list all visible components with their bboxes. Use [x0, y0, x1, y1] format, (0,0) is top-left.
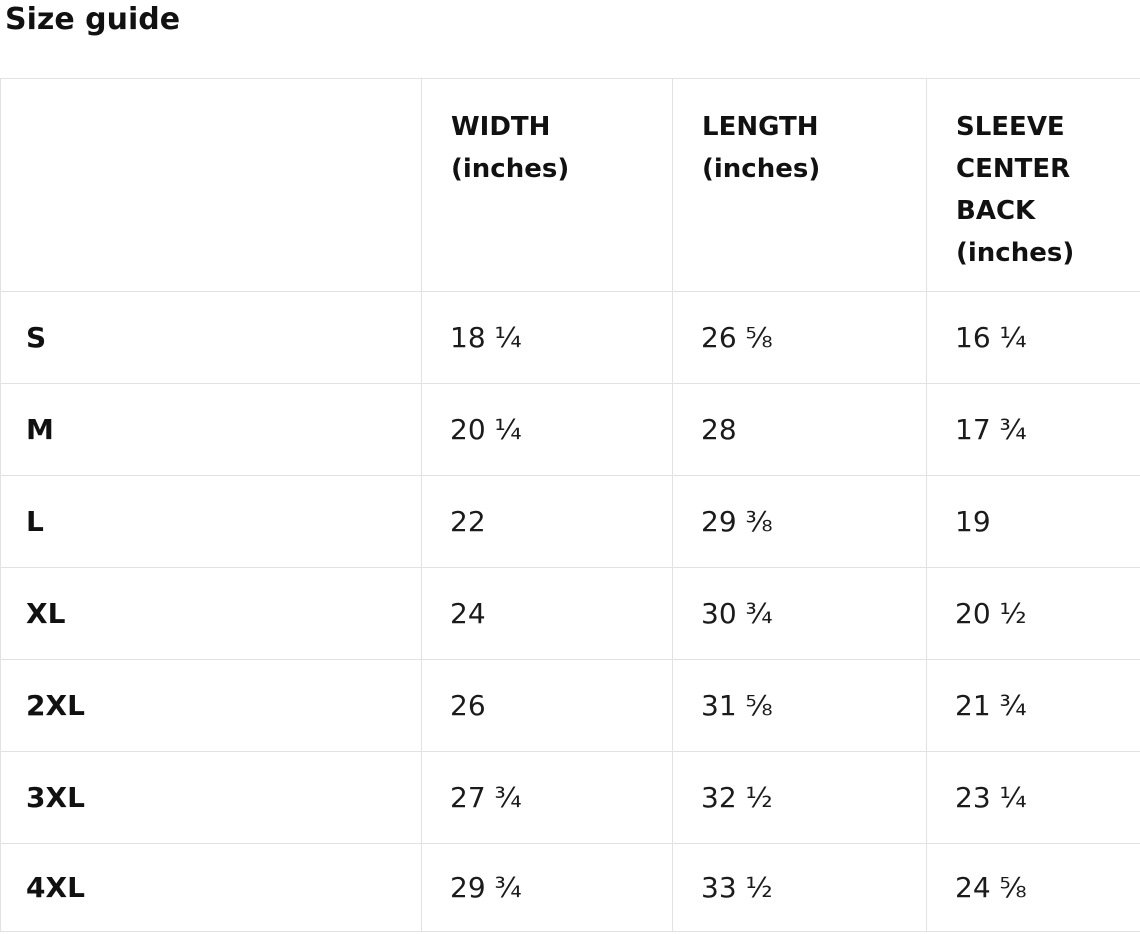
page-title: Size guide [5, 2, 181, 37]
table-row-4xl: 4XL 29 ¾ 33 ½ 24 ⅝ [0, 843, 1140, 932]
table-row-2xl: 2XL 26 31 ⅝ 21 ¾ [0, 659, 1140, 752]
length-value: 33 ½ [672, 843, 927, 932]
sleeve-value: 23 ¼ [926, 751, 1140, 844]
sleeve-value: 21 ¾ [926, 659, 1140, 752]
sleeve-value: 24 ⅝ [926, 843, 1140, 932]
width-value: 26 [421, 659, 673, 752]
table-row-l: L 22 29 ⅜ 19 [0, 475, 1140, 568]
header-row: WIDTH (inches) LENGTH (inches) SLEEVE CE… [0, 78, 1140, 292]
sleeve-value: 16 ¼ [926, 291, 1140, 384]
width-value: 22 [421, 475, 673, 568]
length-value: 30 ¾ [672, 567, 927, 660]
size-guide-table: WIDTH (inches) LENGTH (inches) SLEEVE CE… [0, 78, 1140, 932]
header-width: WIDTH (inches) [421, 78, 673, 292]
size-label: 2XL [0, 659, 422, 752]
sleeve-value: 20 ½ [926, 567, 1140, 660]
table-row-3xl: 3XL 27 ¾ 32 ½ 23 ¼ [0, 751, 1140, 844]
size-label: 3XL [0, 751, 422, 844]
size-label: M [0, 383, 422, 476]
width-value: 29 ¾ [421, 843, 673, 932]
header-corner-cell [0, 78, 422, 292]
size-label: S [0, 291, 422, 384]
length-value: 29 ⅜ [672, 475, 927, 568]
width-value: 24 [421, 567, 673, 660]
width-value: 18 ¼ [421, 291, 673, 384]
size-label: 4XL [0, 843, 422, 932]
width-value: 20 ¼ [421, 383, 673, 476]
size-label: L [0, 475, 422, 568]
header-length: LENGTH (inches) [672, 78, 927, 292]
length-value: 26 ⅝ [672, 291, 927, 384]
length-value: 28 [672, 383, 927, 476]
length-value: 31 ⅝ [672, 659, 927, 752]
table-row-xl: XL 24 30 ¾ 20 ½ [0, 567, 1140, 660]
table-row-m: M 20 ¼ 28 17 ¾ [0, 383, 1140, 476]
length-value: 32 ½ [672, 751, 927, 844]
size-label: XL [0, 567, 422, 660]
sleeve-value: 17 ¾ [926, 383, 1140, 476]
table-row-s: S 18 ¼ 26 ⅝ 16 ¼ [0, 291, 1140, 384]
sleeve-value: 19 [926, 475, 1140, 568]
header-sleeve-center-back: SLEEVE CENTER BACK (inches) [926, 78, 1140, 292]
width-value: 27 ¾ [421, 751, 673, 844]
